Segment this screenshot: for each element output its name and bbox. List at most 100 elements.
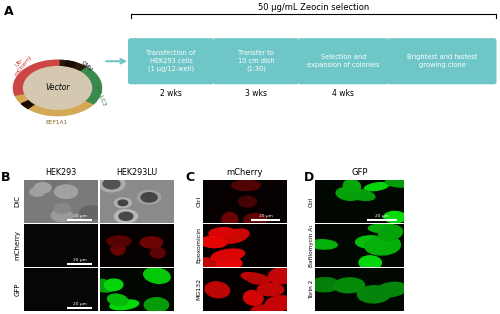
Text: D: D xyxy=(304,171,314,184)
Ellipse shape xyxy=(108,294,128,306)
Ellipse shape xyxy=(217,257,242,270)
Text: GFP-LC3: GFP-LC3 xyxy=(93,82,107,107)
Wedge shape xyxy=(14,60,59,95)
Ellipse shape xyxy=(110,300,138,310)
Text: 4 wks: 4 wks xyxy=(332,89,354,98)
Ellipse shape xyxy=(344,179,360,193)
Ellipse shape xyxy=(92,279,112,291)
Text: B: B xyxy=(1,171,11,184)
Text: mCherry: mCherry xyxy=(14,230,20,260)
Ellipse shape xyxy=(359,256,382,269)
Text: 20 μm: 20 μm xyxy=(72,258,86,262)
Ellipse shape xyxy=(242,273,270,283)
Ellipse shape xyxy=(358,286,390,303)
Ellipse shape xyxy=(144,268,170,283)
Ellipse shape xyxy=(140,237,162,248)
Text: Ctrl: Ctrl xyxy=(309,196,314,207)
Wedge shape xyxy=(15,94,94,116)
Ellipse shape xyxy=(312,278,338,287)
Ellipse shape xyxy=(111,243,125,255)
Ellipse shape xyxy=(248,274,267,284)
Text: 2 wks: 2 wks xyxy=(160,89,182,98)
Text: Transfer to
10 cm dish
(1:30): Transfer to 10 cm dish (1:30) xyxy=(238,50,275,72)
Text: CMV: CMV xyxy=(80,60,93,73)
Text: EEF1A1: EEF1A1 xyxy=(46,120,68,125)
Ellipse shape xyxy=(209,228,234,238)
Text: 20 μm: 20 μm xyxy=(72,302,86,306)
Text: HEK293: HEK293 xyxy=(46,168,76,177)
Circle shape xyxy=(114,198,132,208)
Circle shape xyxy=(14,60,102,116)
Text: HEK293LU: HEK293LU xyxy=(116,168,157,177)
Circle shape xyxy=(119,212,133,220)
Text: Bafilomycin A₁: Bafilomycin A₁ xyxy=(309,224,314,267)
Ellipse shape xyxy=(251,305,276,314)
Ellipse shape xyxy=(310,278,339,292)
Circle shape xyxy=(103,179,120,189)
Circle shape xyxy=(114,209,138,223)
Ellipse shape xyxy=(238,196,256,207)
Wedge shape xyxy=(58,60,87,72)
Ellipse shape xyxy=(244,214,266,227)
Ellipse shape xyxy=(308,240,337,249)
Text: Ctrl: Ctrl xyxy=(196,196,202,207)
Text: GFP: GFP xyxy=(351,168,368,177)
Ellipse shape xyxy=(208,259,228,269)
Ellipse shape xyxy=(365,236,400,255)
Text: C: C xyxy=(185,171,194,184)
Ellipse shape xyxy=(268,268,298,284)
FancyBboxPatch shape xyxy=(388,38,496,84)
Circle shape xyxy=(44,177,68,191)
Ellipse shape xyxy=(376,282,406,297)
Ellipse shape xyxy=(368,224,400,233)
Ellipse shape xyxy=(356,236,386,248)
Ellipse shape xyxy=(212,249,244,262)
Circle shape xyxy=(51,209,72,222)
Text: 20 μm: 20 μm xyxy=(72,214,86,218)
Text: mCherry: mCherry xyxy=(226,168,263,177)
Ellipse shape xyxy=(244,290,263,305)
Text: Vector: Vector xyxy=(45,84,70,92)
Ellipse shape xyxy=(364,183,388,191)
Wedge shape xyxy=(22,100,35,108)
Circle shape xyxy=(24,67,92,109)
Text: Selection and
expansion of colonies: Selection and expansion of colonies xyxy=(307,54,380,68)
Ellipse shape xyxy=(378,225,402,241)
Ellipse shape xyxy=(384,211,406,223)
Circle shape xyxy=(30,187,45,196)
Ellipse shape xyxy=(222,213,238,227)
Ellipse shape xyxy=(200,236,227,248)
Text: Brightest and fastest
growing clone: Brightest and fastest growing clone xyxy=(407,54,478,68)
Ellipse shape xyxy=(196,258,216,267)
Circle shape xyxy=(54,203,70,213)
Ellipse shape xyxy=(104,279,123,290)
Circle shape xyxy=(54,185,78,198)
Text: Transfection of
HEK293 cells
(1 μg/12-well): Transfection of HEK293 cells (1 μg/12-we… xyxy=(146,50,196,72)
Text: Epoxomicin: Epoxomicin xyxy=(196,227,202,263)
Ellipse shape xyxy=(377,238,400,245)
Text: A: A xyxy=(4,5,14,18)
Text: GFP: GFP xyxy=(14,283,20,296)
Text: 20 μm: 20 μm xyxy=(258,214,272,218)
Text: Torin 2: Torin 2 xyxy=(309,280,314,299)
Ellipse shape xyxy=(232,180,260,191)
Text: 20 μm: 20 μm xyxy=(375,214,388,218)
Circle shape xyxy=(34,183,51,193)
Circle shape xyxy=(80,206,103,219)
Ellipse shape xyxy=(107,236,131,246)
Circle shape xyxy=(98,176,125,192)
Wedge shape xyxy=(80,68,102,104)
Ellipse shape xyxy=(334,278,364,293)
Text: Ub-
mCherry: Ub- mCherry xyxy=(10,50,34,77)
Ellipse shape xyxy=(386,178,412,187)
Wedge shape xyxy=(64,61,76,68)
Text: MG132: MG132 xyxy=(196,278,202,300)
FancyBboxPatch shape xyxy=(128,38,214,84)
Ellipse shape xyxy=(265,296,294,311)
Ellipse shape xyxy=(95,282,116,292)
Ellipse shape xyxy=(205,261,237,271)
Ellipse shape xyxy=(346,189,375,200)
Circle shape xyxy=(116,212,132,221)
Circle shape xyxy=(118,200,128,206)
Ellipse shape xyxy=(144,298,169,312)
